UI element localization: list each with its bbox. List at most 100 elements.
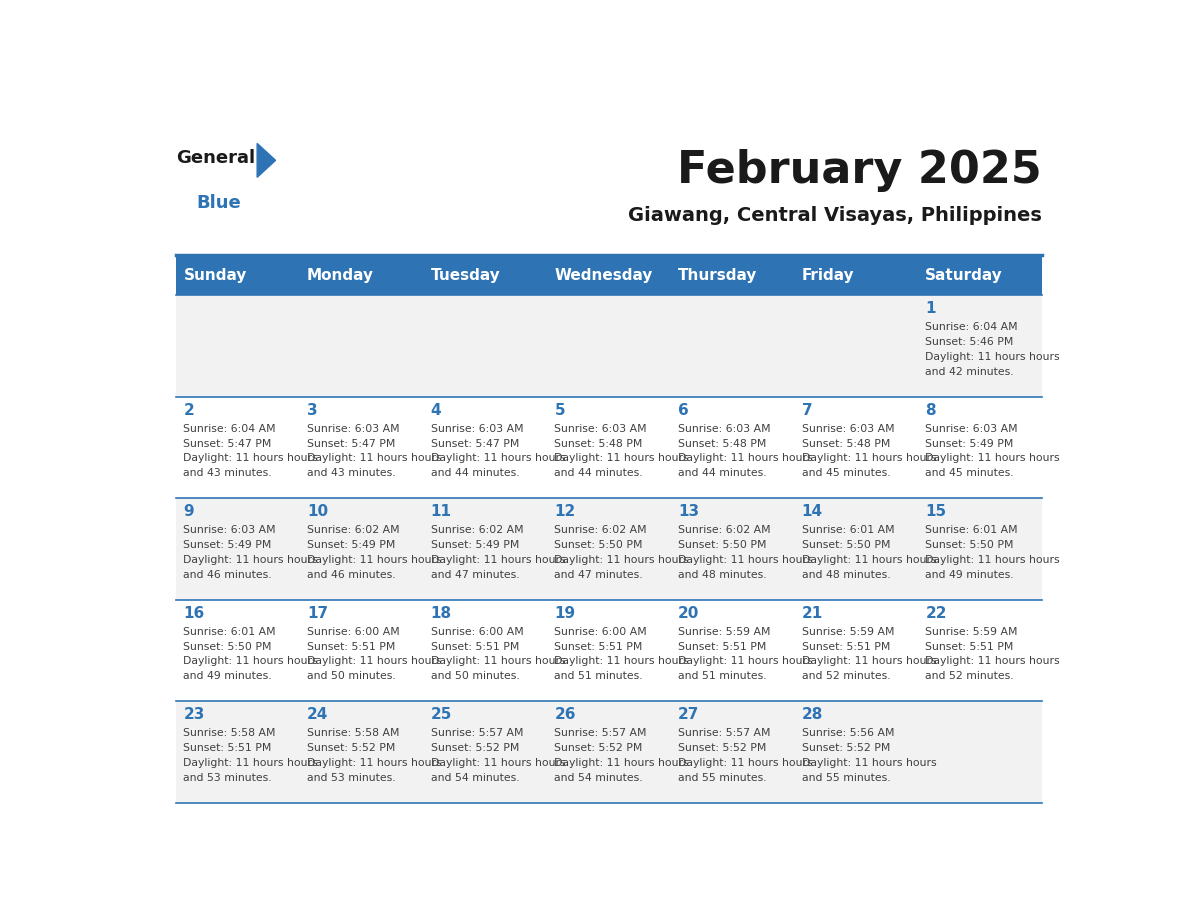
Text: Daylight: 11 hours hours: Daylight: 11 hours hours — [308, 758, 442, 768]
Text: Sunset: 5:52 PM: Sunset: 5:52 PM — [802, 743, 890, 753]
Text: 7: 7 — [802, 402, 813, 418]
Text: Sunrise: 6:02 AM: Sunrise: 6:02 AM — [431, 525, 524, 535]
Text: and 54 minutes.: and 54 minutes. — [555, 773, 643, 783]
Text: Sunrise: 6:03 AM: Sunrise: 6:03 AM — [802, 424, 895, 433]
Text: 6: 6 — [678, 402, 689, 418]
Text: 17: 17 — [308, 606, 328, 621]
Text: Sunset: 5:51 PM: Sunset: 5:51 PM — [431, 642, 519, 652]
Text: Sunset: 5:47 PM: Sunset: 5:47 PM — [308, 439, 396, 449]
Text: Daylight: 11 hours hours: Daylight: 11 hours hours — [183, 554, 318, 565]
Text: 11: 11 — [431, 504, 451, 519]
Text: Daylight: 11 hours hours: Daylight: 11 hours hours — [431, 554, 565, 565]
Text: Daylight: 11 hours hours: Daylight: 11 hours hours — [802, 453, 936, 464]
Bar — [176, 255, 1042, 296]
Text: Sunrise: 6:04 AM: Sunrise: 6:04 AM — [183, 424, 276, 433]
Text: General: General — [176, 149, 255, 167]
Text: and 45 minutes.: and 45 minutes. — [802, 468, 890, 478]
Text: Sunrise: 5:57 AM: Sunrise: 5:57 AM — [678, 728, 771, 738]
Text: Sunset: 5:51 PM: Sunset: 5:51 PM — [802, 642, 890, 652]
Text: Sunset: 5:47 PM: Sunset: 5:47 PM — [183, 439, 272, 449]
Text: and 51 minutes.: and 51 minutes. — [555, 671, 643, 681]
Text: Sunset: 5:52 PM: Sunset: 5:52 PM — [308, 743, 396, 753]
Text: 27: 27 — [678, 707, 700, 722]
Text: Sunrise: 6:03 AM: Sunrise: 6:03 AM — [555, 424, 647, 433]
Text: and 45 minutes.: and 45 minutes. — [925, 468, 1013, 478]
Text: and 44 minutes.: and 44 minutes. — [431, 468, 519, 478]
Text: Daylight: 11 hours hours: Daylight: 11 hours hours — [308, 656, 442, 666]
Text: Daylight: 11 hours hours: Daylight: 11 hours hours — [678, 656, 813, 666]
Text: Giawang, Central Visayas, Philippines: Giawang, Central Visayas, Philippines — [627, 206, 1042, 225]
Text: 26: 26 — [555, 707, 576, 722]
Text: Friday: Friday — [802, 268, 854, 283]
Text: Daylight: 11 hours hours: Daylight: 11 hours hours — [925, 352, 1060, 362]
Text: and 48 minutes.: and 48 minutes. — [678, 570, 766, 580]
Text: and 49 minutes.: and 49 minutes. — [925, 570, 1013, 580]
Text: Sunset: 5:51 PM: Sunset: 5:51 PM — [308, 642, 396, 652]
Text: Sunset: 5:49 PM: Sunset: 5:49 PM — [431, 540, 519, 550]
Text: Daylight: 11 hours hours: Daylight: 11 hours hours — [802, 656, 936, 666]
Text: Daylight: 11 hours hours: Daylight: 11 hours hours — [802, 758, 936, 768]
Text: Sunrise: 6:01 AM: Sunrise: 6:01 AM — [183, 627, 276, 637]
Text: Sunset: 5:51 PM: Sunset: 5:51 PM — [555, 642, 643, 652]
Text: Wednesday: Wednesday — [555, 268, 652, 283]
Text: Sunrise: 6:02 AM: Sunrise: 6:02 AM — [308, 525, 399, 535]
Text: Daylight: 11 hours hours: Daylight: 11 hours hours — [183, 656, 318, 666]
Text: and 42 minutes.: and 42 minutes. — [925, 367, 1013, 376]
Bar — [176, 498, 1042, 599]
Text: Sunset: 5:50 PM: Sunset: 5:50 PM — [555, 540, 643, 550]
Text: Daylight: 11 hours hours: Daylight: 11 hours hours — [183, 758, 318, 768]
Text: 24: 24 — [308, 707, 329, 722]
Text: Daylight: 11 hours hours: Daylight: 11 hours hours — [555, 758, 689, 768]
Text: Daylight: 11 hours hours: Daylight: 11 hours hours — [431, 656, 565, 666]
Text: Sunset: 5:50 PM: Sunset: 5:50 PM — [802, 540, 890, 550]
Text: and 44 minutes.: and 44 minutes. — [555, 468, 643, 478]
Text: Daylight: 11 hours hours: Daylight: 11 hours hours — [431, 453, 565, 464]
Text: Sunrise: 5:57 AM: Sunrise: 5:57 AM — [431, 728, 523, 738]
Text: Sunset: 5:50 PM: Sunset: 5:50 PM — [925, 540, 1013, 550]
Text: 25: 25 — [431, 707, 453, 722]
Text: and 46 minutes.: and 46 minutes. — [308, 570, 396, 580]
Text: Thursday: Thursday — [678, 268, 758, 283]
Text: Sunrise: 5:58 AM: Sunrise: 5:58 AM — [183, 728, 276, 738]
Text: Sunrise: 6:02 AM: Sunrise: 6:02 AM — [555, 525, 647, 535]
Text: Daylight: 11 hours hours: Daylight: 11 hours hours — [925, 656, 1060, 666]
Text: Sunrise: 6:03 AM: Sunrise: 6:03 AM — [925, 424, 1018, 433]
Text: Sunrise: 5:59 AM: Sunrise: 5:59 AM — [678, 627, 771, 637]
Text: Daylight: 11 hours hours: Daylight: 11 hours hours — [308, 554, 442, 565]
Text: Sunrise: 6:03 AM: Sunrise: 6:03 AM — [183, 525, 276, 535]
Text: Sunrise: 5:58 AM: Sunrise: 5:58 AM — [308, 728, 399, 738]
Text: 2: 2 — [183, 402, 194, 418]
Text: and 47 minutes.: and 47 minutes. — [555, 570, 643, 580]
Text: 10: 10 — [308, 504, 328, 519]
Text: Sunset: 5:52 PM: Sunset: 5:52 PM — [678, 743, 766, 753]
Text: Daylight: 11 hours hours: Daylight: 11 hours hours — [431, 758, 565, 768]
Text: Sunrise: 6:01 AM: Sunrise: 6:01 AM — [925, 525, 1018, 535]
Text: and 55 minutes.: and 55 minutes. — [678, 773, 766, 783]
Text: Sunset: 5:52 PM: Sunset: 5:52 PM — [431, 743, 519, 753]
Text: 13: 13 — [678, 504, 700, 519]
Text: Sunset: 5:50 PM: Sunset: 5:50 PM — [678, 540, 766, 550]
Text: Saturday: Saturday — [925, 268, 1003, 283]
Text: Daylight: 11 hours hours: Daylight: 11 hours hours — [183, 453, 318, 464]
Text: 5: 5 — [555, 402, 565, 418]
Text: 28: 28 — [802, 707, 823, 722]
Text: Sunrise: 6:04 AM: Sunrise: 6:04 AM — [925, 322, 1018, 332]
Text: Daylight: 11 hours hours: Daylight: 11 hours hours — [555, 656, 689, 666]
Text: Sunrise: 5:57 AM: Sunrise: 5:57 AM — [555, 728, 647, 738]
Text: and 52 minutes.: and 52 minutes. — [925, 671, 1013, 681]
Text: 21: 21 — [802, 606, 823, 621]
Text: Sunset: 5:49 PM: Sunset: 5:49 PM — [308, 540, 396, 550]
Text: and 53 minutes.: and 53 minutes. — [308, 773, 396, 783]
Text: and 54 minutes.: and 54 minutes. — [431, 773, 519, 783]
Text: and 51 minutes.: and 51 minutes. — [678, 671, 766, 681]
Text: and 52 minutes.: and 52 minutes. — [802, 671, 890, 681]
Text: Sunday: Sunday — [183, 268, 247, 283]
Text: 19: 19 — [555, 606, 575, 621]
Text: Sunrise: 6:01 AM: Sunrise: 6:01 AM — [802, 525, 895, 535]
Text: 14: 14 — [802, 504, 823, 519]
Text: 18: 18 — [431, 606, 451, 621]
Text: and 55 minutes.: and 55 minutes. — [802, 773, 890, 783]
Text: and 44 minutes.: and 44 minutes. — [678, 468, 766, 478]
Text: Sunrise: 5:59 AM: Sunrise: 5:59 AM — [802, 627, 895, 637]
Text: and 49 minutes.: and 49 minutes. — [183, 671, 272, 681]
